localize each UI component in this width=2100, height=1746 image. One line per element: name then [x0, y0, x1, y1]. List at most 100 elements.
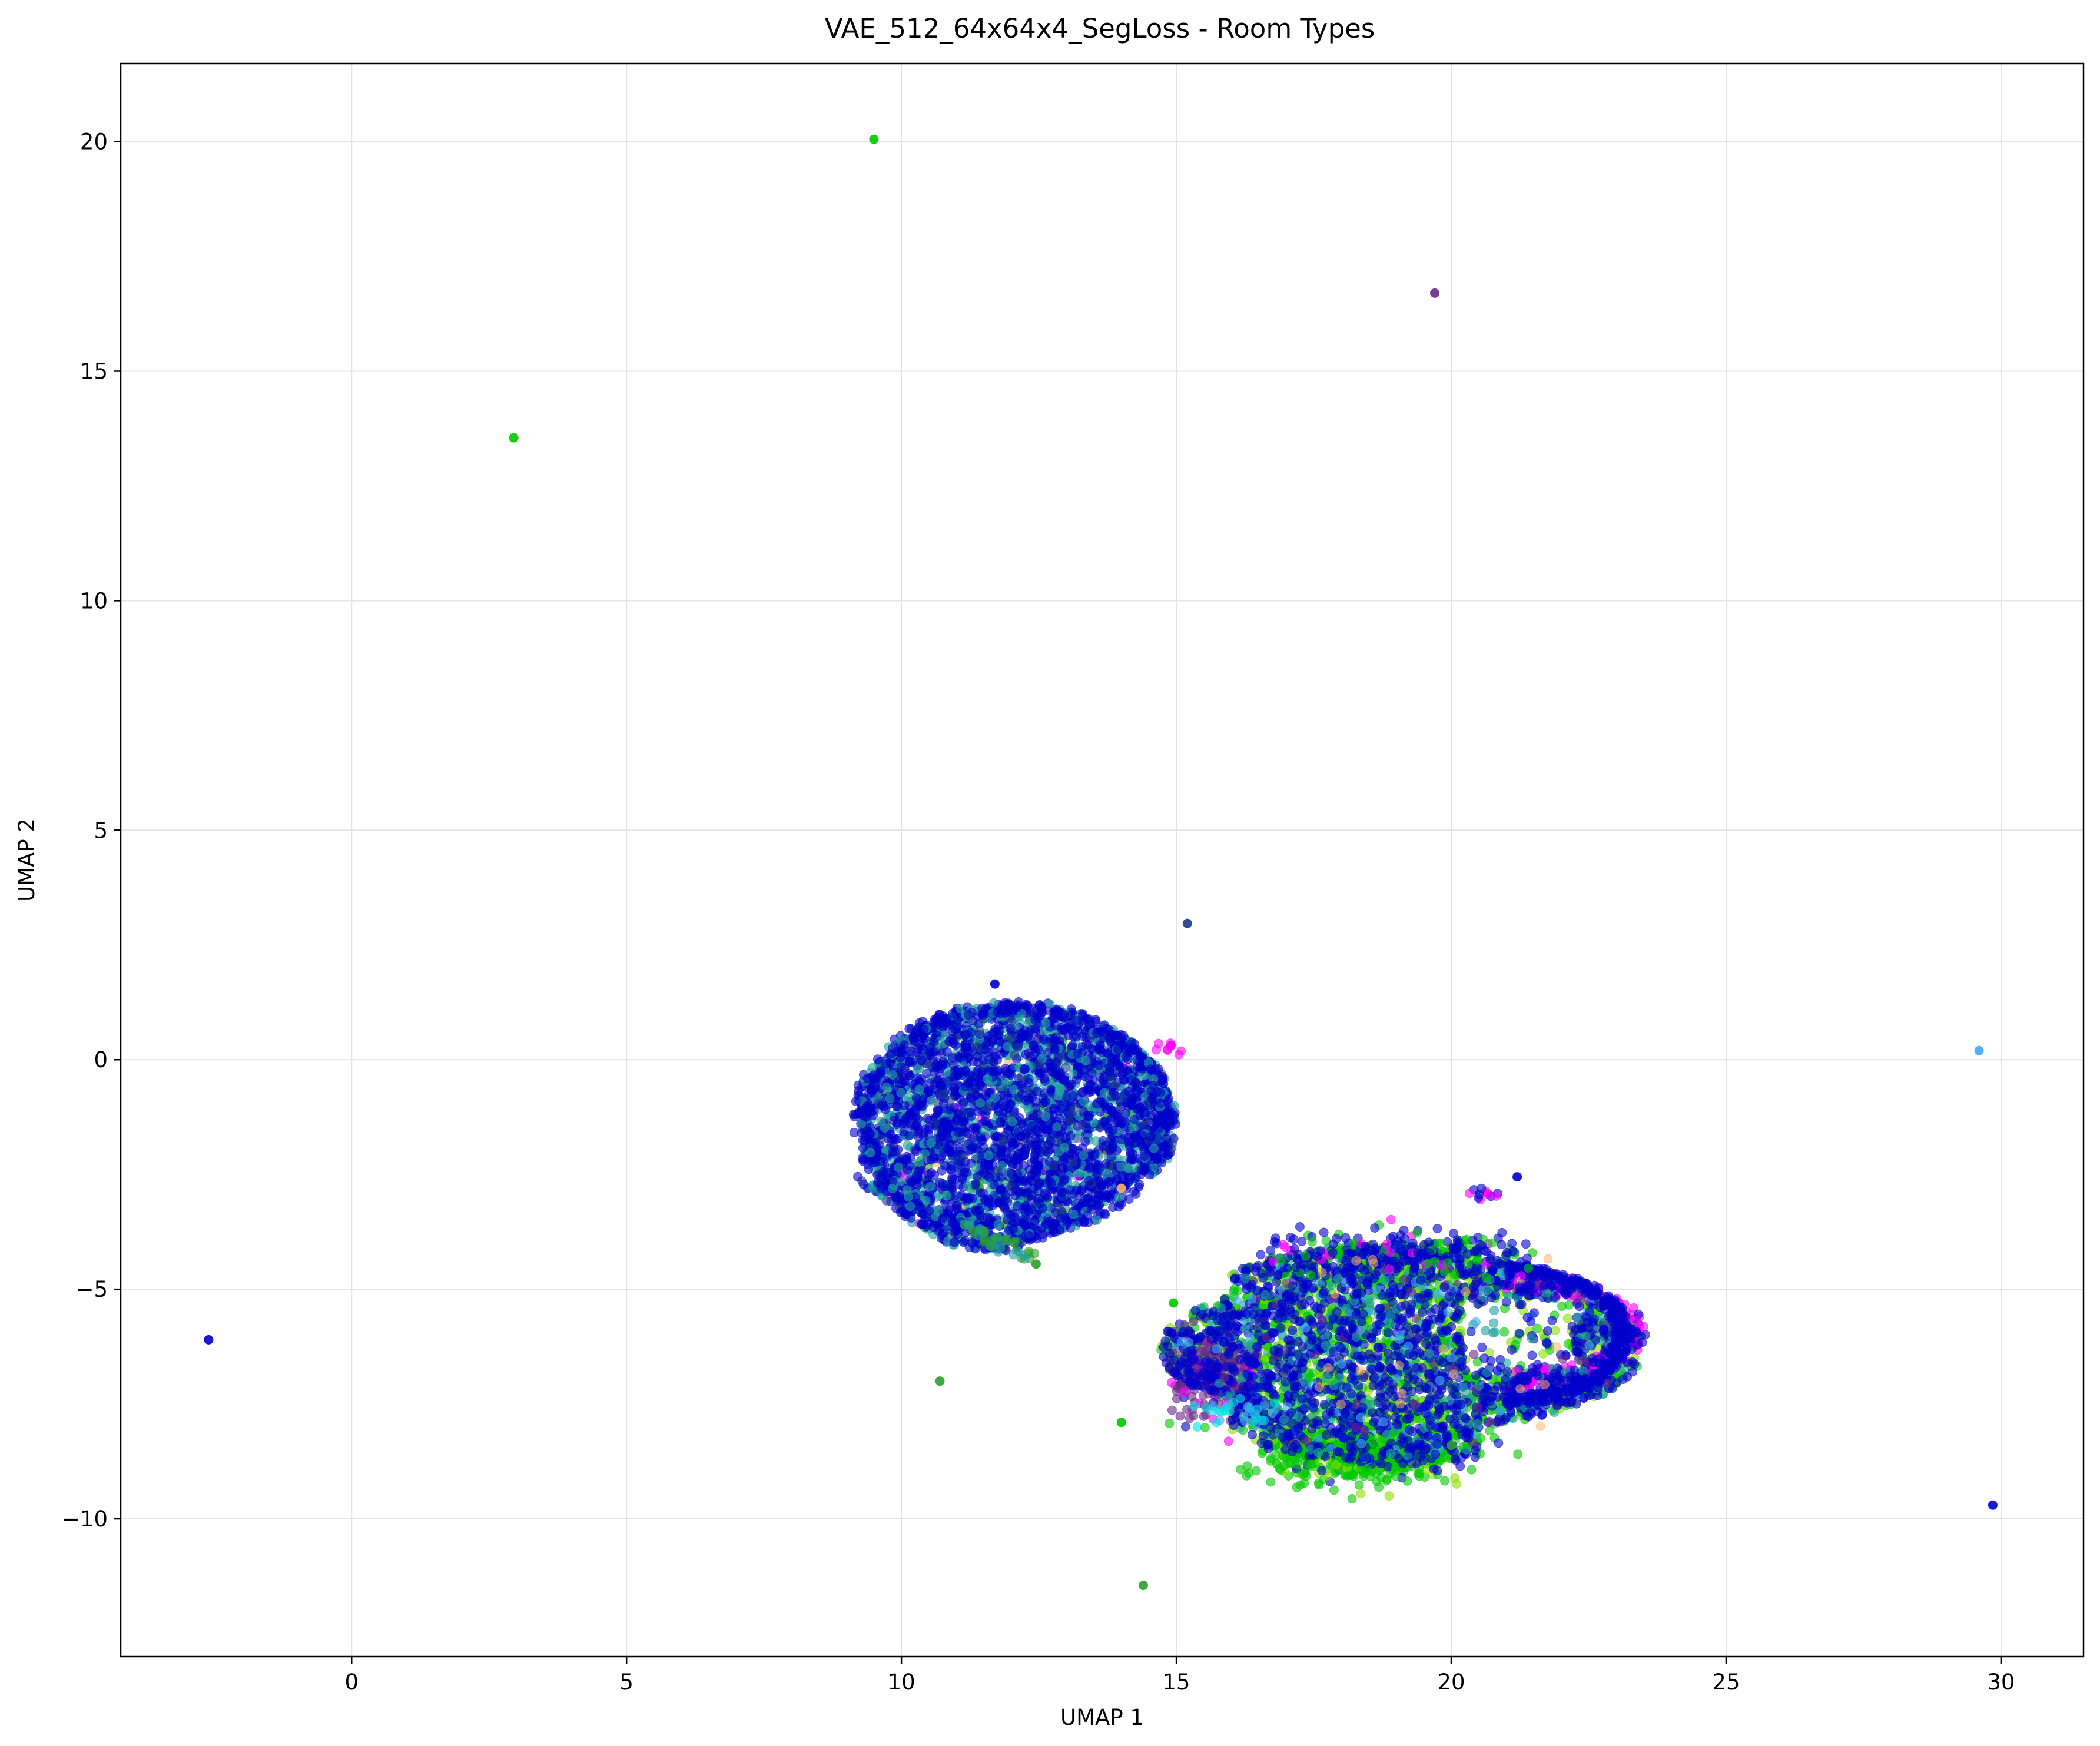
- cluster-point: [944, 1018, 954, 1028]
- cluster-point: [1176, 1046, 1186, 1056]
- cluster-point: [1021, 1000, 1031, 1010]
- cluster-point: [1009, 1140, 1019, 1150]
- cluster-point: [885, 1094, 895, 1104]
- cluster-point: [1166, 1040, 1176, 1050]
- cluster-point: [930, 1014, 940, 1024]
- cluster-point: [1156, 1098, 1166, 1108]
- cluster-point: [1108, 1125, 1118, 1135]
- cluster-point: [943, 1105, 953, 1115]
- cluster-point: [934, 1106, 944, 1116]
- cluster-point: [1011, 1185, 1021, 1195]
- cluster-point: [1100, 1020, 1110, 1030]
- cluster-point: [978, 1055, 988, 1065]
- cluster-point: [942, 1047, 952, 1057]
- cluster-point: [923, 1114, 933, 1124]
- cluster-point: [975, 1098, 985, 1108]
- cluster-point: [917, 1102, 927, 1112]
- cluster-point: [984, 1150, 994, 1160]
- cluster-point: [1037, 1120, 1047, 1130]
- cluster-point: [912, 1180, 922, 1190]
- cluster-point: [1041, 1111, 1051, 1121]
- cluster-point: [1027, 1141, 1037, 1151]
- cluster-point: [1114, 1058, 1124, 1068]
- cluster-point: [1054, 1087, 1064, 1097]
- cluster-point: [1072, 1016, 1082, 1026]
- cluster-point: [973, 1042, 983, 1052]
- cluster-point: [1049, 1103, 1059, 1113]
- cluster-point: [1021, 1050, 1031, 1060]
- cluster-point: [1084, 1163, 1094, 1173]
- cluster-point: [914, 1132, 924, 1142]
- cluster-point: [944, 1076, 954, 1086]
- cluster-point: [996, 1117, 1006, 1127]
- cluster-point: [1104, 1033, 1114, 1043]
- cluster-point: [967, 1094, 977, 1103]
- cluster-point: [1087, 1068, 1097, 1078]
- cluster-point: [849, 1127, 859, 1137]
- cluster-point: [1069, 1210, 1079, 1219]
- cluster-point: [904, 1192, 914, 1202]
- cluster-point: [904, 1131, 914, 1141]
- cluster-point: [929, 1037, 938, 1047]
- cluster-point: [955, 1143, 965, 1153]
- cluster-point: [1488, 1318, 1498, 1328]
- cluster-point: [1100, 1210, 1110, 1220]
- cluster-point: [1000, 1191, 1010, 1201]
- cluster-point: [865, 1129, 874, 1139]
- cluster-point: [1045, 999, 1055, 1009]
- cluster-point: [1499, 1327, 1510, 1337]
- cluster-point: [1057, 1188, 1067, 1197]
- cluster-point: [938, 1213, 947, 1223]
- cluster-point: [1003, 1154, 1013, 1164]
- cluster-point: [1080, 1137, 1090, 1147]
- cluster-point: [1033, 1086, 1043, 1096]
- cluster-point: [965, 1193, 975, 1203]
- cluster-point: [1069, 1091, 1078, 1101]
- cluster-point: [1048, 1161, 1058, 1171]
- cluster-point: [972, 1067, 981, 1077]
- cluster-point: [1068, 1157, 1078, 1167]
- cluster-point: [1073, 1048, 1083, 1058]
- cluster-point: [862, 1101, 872, 1111]
- cluster-point: [1027, 1121, 1037, 1131]
- cluster-point: [1146, 1132, 1156, 1142]
- cluster-point: [1104, 1145, 1114, 1155]
- cluster-point: [1013, 1160, 1023, 1170]
- cluster-point: [1039, 1098, 1049, 1108]
- cluster-point: [1139, 1151, 1149, 1161]
- cluster-point: [1100, 1080, 1109, 1089]
- cluster-point: [1024, 1105, 1034, 1115]
- cluster-point: [1091, 1017, 1101, 1027]
- cluster-point: [1152, 1115, 1162, 1125]
- cluster-point: [1002, 1215, 1012, 1225]
- cluster-point: [910, 1036, 920, 1046]
- cluster-point: [899, 1040, 909, 1050]
- cluster-point: [997, 1146, 1007, 1156]
- cluster-point: [904, 1024, 914, 1034]
- cluster-point: [1027, 1191, 1037, 1200]
- cluster-point: [890, 1192, 900, 1202]
- cluster-point: [1052, 1122, 1062, 1132]
- cluster-point: [1023, 1032, 1033, 1041]
- cluster-point: [1024, 1206, 1033, 1216]
- cluster-point: [1110, 1110, 1119, 1120]
- cluster-point: [1103, 1048, 1113, 1058]
- cluster-point: [1039, 1074, 1049, 1084]
- cluster-point: [1057, 1157, 1067, 1167]
- cluster-point: [937, 1166, 947, 1176]
- cluster-point: [991, 1232, 1001, 1242]
- cluster-point: [1033, 1161, 1043, 1171]
- cluster-point: [1098, 1136, 1108, 1146]
- cluster-point: [1030, 1249, 1040, 1259]
- cluster-point: [1030, 1150, 1040, 1160]
- cluster-point: [989, 998, 998, 1008]
- cluster-point: [1032, 1169, 1042, 1179]
- cluster-point: [1010, 1050, 1020, 1060]
- cluster-point: [1103, 1177, 1113, 1187]
- cluster-point: [1041, 1018, 1051, 1028]
- cluster-point: [912, 1121, 922, 1131]
- cluster-point: [979, 1226, 989, 1236]
- cluster-point: [1166, 1108, 1176, 1118]
- cluster-point: [924, 1121, 934, 1131]
- cluster-point: [1008, 1224, 1018, 1234]
